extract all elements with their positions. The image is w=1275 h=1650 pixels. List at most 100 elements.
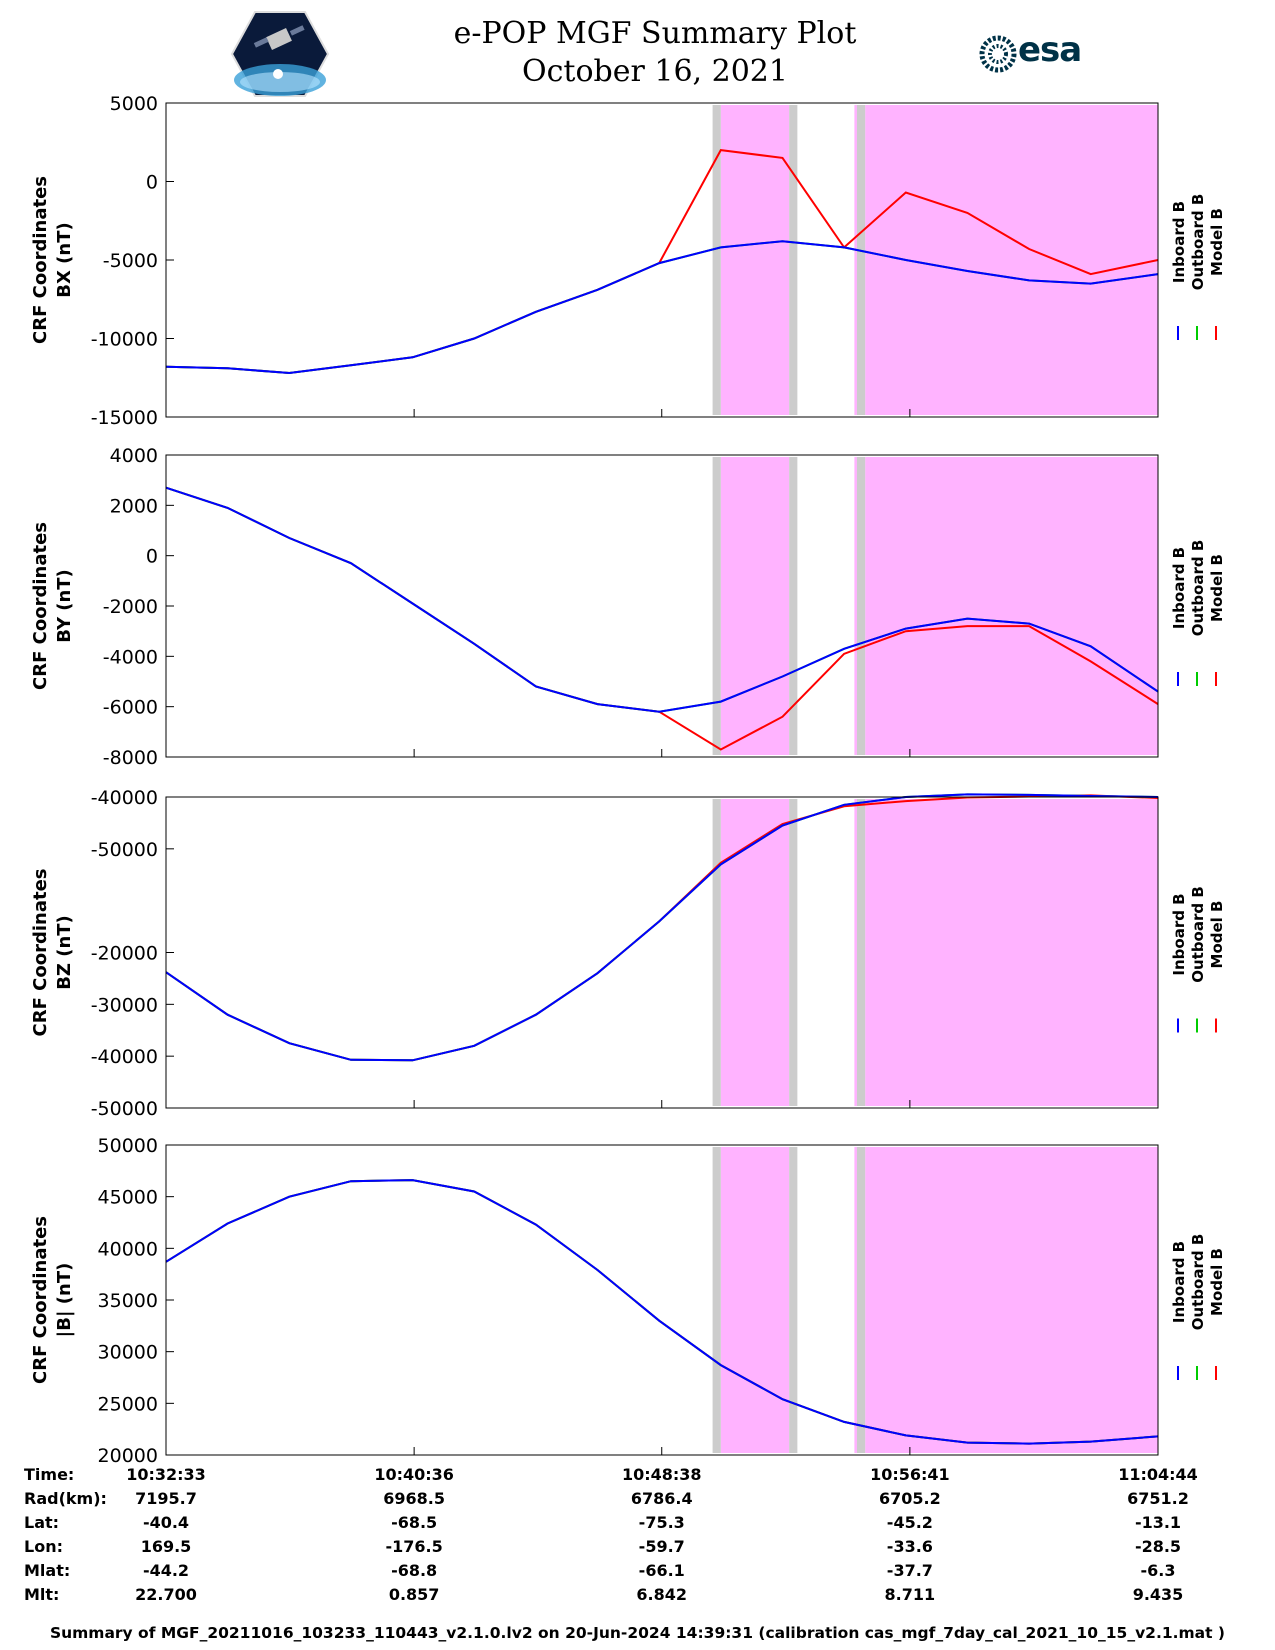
y-tick-label: 50000 <box>98 1135 158 1157</box>
gray-gap-band <box>856 1147 866 1453</box>
series-line-inboard-b <box>165 486 1159 713</box>
y-axis-label-line2: |B| (nT) <box>54 1263 75 1338</box>
y-tick-label: -10000 <box>91 329 158 351</box>
info-cell: 22.700 <box>135 1585 197 1604</box>
info-cell: -37.7 <box>886 1561 933 1580</box>
y-tick-label: -20000 <box>91 943 158 965</box>
y-tick-label: -40000 <box>91 1046 158 1068</box>
y-axis-label-line1: CRF Coordinates <box>30 176 51 344</box>
info-cell: 169.5 <box>140 1537 192 1556</box>
data-gap-band <box>865 799 1158 1106</box>
info-cell: 8.711 <box>884 1585 936 1604</box>
y-tick-label: -30000 <box>91 994 158 1016</box>
info-row-label: Mlt: <box>24 1585 60 1604</box>
info-row-label: Rad(km): <box>24 1489 107 1508</box>
info-row: Time: 10:32:33 10:40:36 10:48:38 10:56:41 11:… <box>0 1465 1275 1487</box>
y-tick-label: 35000 <box>98 1290 158 1312</box>
info-cell: 9.435 <box>1132 1585 1184 1604</box>
gray-gap-band <box>789 799 798 1106</box>
y-axis-label-line1: CRF Coordinates <box>30 869 51 1037</box>
info-cell: 10:32:33 <box>126 1465 206 1484</box>
legend-label: Outboard B <box>1189 540 1207 637</box>
footer-caption: Summary of MGF_20211016_103233_110443_v2… <box>49 1624 1226 1642</box>
series-line-inboard-b <box>165 240 1159 375</box>
data-gap-band <box>865 105 1158 415</box>
info-cell: 6751.2 <box>1127 1489 1189 1508</box>
gray-gap-band <box>712 457 721 755</box>
gray-gap-band <box>789 1147 798 1453</box>
info-cell: -59.7 <box>638 1537 685 1556</box>
info-cell: 6.842 <box>636 1585 688 1604</box>
gray-gap-band <box>856 457 866 755</box>
info-cell: 6968.5 <box>383 1489 445 1508</box>
y-axis-label-line1: CRF Coordinates <box>30 522 51 690</box>
legend-label: Inboard B <box>1170 201 1188 283</box>
legend-label: Outboard B <box>1189 194 1207 291</box>
y-tick-label: 2000 <box>110 495 158 517</box>
y-axis-label-line2: BZ (nT) <box>54 915 75 990</box>
legend-label: Model B <box>1208 208 1226 276</box>
y-tick-label: 25000 <box>98 1393 158 1415</box>
y-tick-label: -8000 <box>103 747 158 769</box>
legend-label: Model B <box>1208 1248 1226 1316</box>
gray-gap-band <box>712 105 721 415</box>
data-gap-band <box>865 457 1158 755</box>
chart-panel-1: 5000 0 -5000 -10000 -15000 CRF Coordinates BX … <box>30 93 1226 429</box>
info-cell: -44.2 <box>142 1561 190 1580</box>
y-tick-label: -2000 <box>103 596 158 618</box>
info-row: Mlt: 22.700 0.857 6.842 8.711 9.435 <box>0 1585 1275 1607</box>
info-cell: -40.4 <box>142 1513 190 1532</box>
y-axis-label-line2: BY (nT) <box>54 569 75 643</box>
chart-title-line2: October 16, 2021 <box>522 54 788 89</box>
chart-panel-3: -40000 -50000 -20000 -30000 -40000 -50000 CRF … <box>30 787 1226 1120</box>
y-tick-label: 4000 <box>110 445 158 467</box>
y-tick-label: 40000 <box>98 1238 158 1260</box>
esa-logo-text: esa <box>1018 30 1082 70</box>
y-tick-label: -50000 <box>91 1098 158 1120</box>
info-cell: -28.5 <box>1134 1537 1182 1556</box>
info-row: Lat: -40.4 -68.5 -75.3 -45.2 -13.1 <box>0 1513 1275 1535</box>
chart-panel-4: 50000 45000 40000 35000 30000 25000 20000 CRF C… <box>30 1135 1226 1467</box>
info-cell: -176.5 <box>385 1537 443 1556</box>
data-gap-band <box>720 1147 790 1453</box>
y-tick-label: -4000 <box>103 646 158 668</box>
info-cell: 6786.4 <box>630 1489 693 1508</box>
y-axis-label: CRF Coordinates BZ (nT) <box>30 869 75 1037</box>
info-cell: -66.1 <box>638 1561 685 1580</box>
y-tick-label: -50000 <box>91 839 158 861</box>
chart-panel-2: 4000 2000 0 -2000 -4000 -6000 -8000 CRF Coordin… <box>30 445 1226 769</box>
y-tick-label: 20000 <box>98 1445 158 1467</box>
y-axis-label-line2: BX (nT) <box>54 222 75 297</box>
y-axis-label-line1: CRF Coordinates <box>30 1216 51 1384</box>
y-tick-label: -40000 <box>91 787 158 809</box>
info-cell: 10:48:38 <box>621 1465 702 1484</box>
info-row: Mlat: -44.2 -68.8 -66.1 -37.7 -6.3 <box>0 1561 1275 1583</box>
info-cell: -13.1 <box>1134 1513 1182 1532</box>
data-gap-band <box>865 1147 1158 1453</box>
series-line-inboard-b <box>165 793 1159 1062</box>
info-cell: 11:04:44 <box>1118 1465 1198 1484</box>
y-tick-label: -6000 <box>103 697 158 719</box>
legend-label: Model B <box>1208 554 1226 622</box>
y-tick-label: 45000 <box>98 1187 158 1209</box>
info-row: Lon: 169.5 -176.5 -59.7 -33.6 -28.5 <box>0 1537 1275 1559</box>
info-cell: -45.2 <box>886 1513 933 1532</box>
data-gap-band <box>720 799 790 1106</box>
info-cell: 0.857 <box>388 1585 440 1604</box>
y-tick-label: 0 <box>146 172 158 194</box>
gray-gap-band <box>712 799 721 1106</box>
legend-label: Inboard B <box>1170 893 1188 975</box>
info-row-label: Time: <box>24 1465 75 1484</box>
info-cell: 10:40:36 <box>374 1465 454 1484</box>
chart-title-line1: e-POP MGF Summary Plot <box>453 16 857 51</box>
info-cell: -6.3 <box>1140 1561 1176 1580</box>
data-gap-band <box>720 457 790 755</box>
info-cell: 10:56:41 <box>870 1465 950 1484</box>
gray-gap-band <box>856 799 866 1106</box>
legend-label: Model B <box>1208 901 1226 969</box>
legend-label: Inboard B <box>1170 1241 1188 1323</box>
orbit-info-table: Time: 10:32:33 10:40:36 10:48:38 10:56:41 11:… <box>0 1465 1275 1615</box>
y-axis-label: CRF Coordinates BY (nT) <box>30 522 75 690</box>
gray-gap-band <box>789 105 798 415</box>
gray-gap-band <box>789 457 798 755</box>
